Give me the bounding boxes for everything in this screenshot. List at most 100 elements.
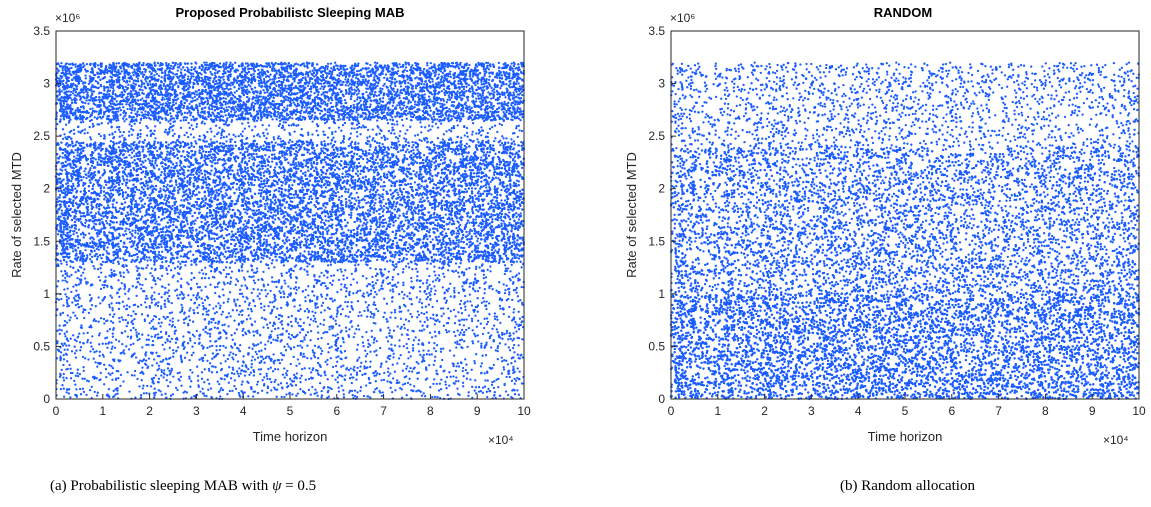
- scatter-point: [435, 227, 439, 231]
- scatter-point: [190, 194, 194, 198]
- scatter-point: [57, 229, 60, 233]
- scatter-point: [97, 158, 100, 161]
- scatter-point: [502, 215, 506, 219]
- scatter-point: [161, 158, 165, 161]
- scatter-point: [381, 143, 384, 146]
- scatter-point: [105, 250, 108, 253]
- scatter-point: [211, 257, 215, 260]
- scatter-point: [511, 257, 514, 260]
- scatter-point: [469, 228, 472, 231]
- scatter-point: [381, 193, 384, 196]
- scatter-point: [210, 222, 213, 226]
- scatter-point: [225, 213, 228, 216]
- scatter-point: [264, 154, 267, 157]
- scatter-point: [493, 168, 496, 171]
- scatter-point: [140, 206, 143, 209]
- scatter-point: [350, 214, 353, 217]
- scatter-point: [329, 154, 332, 157]
- scatter-point: [192, 173, 195, 177]
- scatter-point: [124, 184, 128, 187]
- scatter-point: [431, 202, 435, 205]
- scatter-point: [277, 216, 280, 220]
- scatter-point: [137, 232, 140, 235]
- scatter-point: [239, 151, 242, 155]
- scatter-point: [360, 259, 363, 262]
- scatter-point: [363, 251, 367, 254]
- scatter-point: [324, 219, 328, 222]
- scatter-point: [413, 181, 417, 184]
- scatter-point: [497, 248, 501, 251]
- scatter-point: [436, 144, 439, 148]
- scatter-point: [56, 233, 60, 236]
- scatter-point: [117, 183, 121, 187]
- scatter-point: [336, 149, 339, 152]
- scatter-point: [124, 230, 127, 233]
- scatter-point: [476, 240, 479, 243]
- scatter-point: [373, 204, 376, 207]
- scatter-point: [67, 204, 71, 208]
- scatter-point: [475, 208, 478, 212]
- scatter-point: [121, 160, 124, 164]
- scatter-point: [479, 167, 483, 171]
- scatter-point: [194, 194, 197, 197]
- scatter-point: [426, 237, 429, 241]
- scatter-point: [244, 211, 247, 214]
- scatter-point: [491, 156, 494, 160]
- scatter-point: [122, 223, 125, 226]
- scatter-point: [457, 241, 461, 244]
- scatter-point: [126, 175, 129, 178]
- scatter-point: [292, 236, 296, 240]
- scatter-point: [489, 226, 492, 229]
- scatter-point: [75, 231, 78, 235]
- scatter-point: [295, 146, 298, 149]
- scatter-point: [341, 212, 344, 216]
- scatter-point: [161, 165, 164, 168]
- scatter-point: [516, 191, 519, 194]
- scatter-point: [98, 194, 101, 198]
- scatter-point: [72, 151, 75, 154]
- scatter-point: [72, 155, 76, 158]
- scatter-point: [207, 157, 210, 160]
- scatter-point: [420, 168, 423, 171]
- scatter-point: [347, 144, 350, 148]
- scatter-point: [479, 158, 483, 162]
- scatter-point: [362, 197, 365, 201]
- scatter-point: [354, 178, 357, 182]
- scatter-point: [103, 168, 106, 172]
- scatter-point: [409, 182, 413, 186]
- scatter-point: [216, 152, 220, 156]
- scatter-point: [513, 155, 517, 159]
- scatter-point: [289, 178, 292, 182]
- scatter-point: [70, 149, 73, 152]
- scatter-point: [400, 193, 404, 196]
- scatter-point: [320, 141, 323, 144]
- scatter-point: [344, 203, 348, 206]
- scatter-point: [364, 150, 367, 153]
- scatter-point: [89, 258, 92, 261]
- scatter-point: [135, 188, 139, 191]
- scatter-point: [146, 259, 149, 262]
- scatter-point: [153, 211, 156, 215]
- scatter-point: [70, 140, 74, 143]
- scatter-point: [429, 214, 433, 217]
- scatter-point: [480, 156, 483, 159]
- scatter-point: [175, 147, 179, 151]
- scatter-point: [308, 152, 312, 156]
- scatter-point: [314, 205, 318, 209]
- scatter-point: [89, 241, 92, 245]
- scatter-point: [503, 172, 506, 175]
- scatter-point: [500, 213, 504, 216]
- scatter-point: [431, 178, 434, 181]
- scatter-point: [412, 225, 415, 228]
- scatter-point: [210, 169, 213, 172]
- scatter-point: [175, 161, 178, 165]
- scatter-point: [366, 157, 369, 161]
- scatter-point: [328, 210, 332, 213]
- scatter-point: [341, 204, 344, 207]
- scatter-point: [230, 230, 234, 233]
- scatter-point: [500, 218, 503, 222]
- scatter-point: [343, 185, 346, 188]
- scatter-point: [287, 185, 291, 189]
- scatter-point: [268, 172, 271, 176]
- scatter-point: [322, 244, 325, 248]
